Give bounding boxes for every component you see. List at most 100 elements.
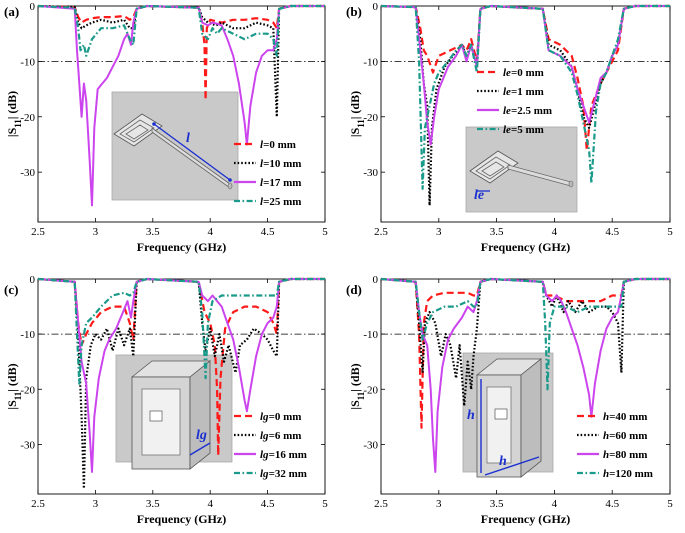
box-side [189,360,211,470]
x-tick-label: 2.5 [31,226,45,238]
y-tick-label: -30 [20,439,35,451]
inset-dimension-label: h [499,454,507,469]
legend-entry: h=40 mm [603,411,647,423]
series-line-2 [37,4,325,118]
series-line-4 [37,277,325,385]
series-line-4 [37,4,325,57]
patch-shape [469,150,519,184]
panel-label: (d) [346,282,362,297]
y-tick-label: 0 [373,1,379,13]
legend-entry: lg=6 mm [260,430,301,442]
legend: h=40 mm h=60 mm h=80 mm h=120 mm [577,411,653,480]
x-tick-label: 4 [552,498,558,510]
legend-entry: le=1 mm [503,86,544,98]
x-tick-label: 5 [322,226,328,238]
patch-slot [475,156,511,180]
inset-dimension-label: lg [196,428,207,443]
legend-entry: lg=0 mm [260,411,301,423]
feed-port [227,182,233,190]
y-axis-label: |S11| (dB) [5,91,23,137]
x-tick-label: 3 [93,226,99,238]
inset-dimension-label: l [186,131,190,146]
x-tick-label: 3.5 [146,498,160,510]
x-tick-label: 4 [207,498,213,510]
y-tick-label: 0 [373,274,379,286]
y-tick-label: -30 [363,167,378,179]
patch-slot-inner [125,124,149,140]
dimension-arrow [153,123,231,181]
chart-panel-b: 2.5 3 3.5 4 4.5 5 0 -10 -20 -30 Frequency (GHz) |S1… [346,1,673,254]
y-tick-label: -10 [20,329,35,341]
inset-diagram: le [465,126,578,213]
inset-dimension-label: h [467,408,475,423]
x-tick-label: 4.5 [261,498,275,510]
x-tick-label: 5 [667,226,673,238]
series-line-1 [37,277,325,457]
series-line-2 [37,277,325,490]
box-antenna [149,410,163,422]
panel-label: (b) [346,4,362,19]
legend-entry: lg=32 mm [260,468,307,480]
x-axis-label: Frequency (GHz) [481,240,570,254]
feed-port [568,180,574,188]
panel-label: (a) [4,4,19,19]
x-tick-label: 4.5 [605,226,619,238]
dimension-arrow [189,442,211,456]
legend-entry: le=5 mm [503,124,544,136]
x-axis-label: Frequency (GHz) [481,512,570,526]
patch-slot [119,119,155,143]
legend: lg=0 mm lg=6 mm lg=16 mm lg=32 mm [234,411,307,480]
x-tick-label: 3 [436,498,442,510]
box-side [520,358,542,478]
x-tick-label: 3 [436,226,442,238]
chart-panel-a: 2.5 3 3.5 4 4.5 5 0 -10 -20 -30 Frequency (GHz) |S1… [4,1,328,254]
inset-diagram: l [111,91,239,201]
y-tick-label: -10 [363,329,378,341]
y-tick-label: -30 [363,439,378,451]
box-cavity [486,386,512,464]
inset-diagram: hh [462,352,554,478]
x-tick-label: 5 [322,498,328,510]
x-tick-label: 3.5 [146,226,160,238]
panel-label: (c) [4,282,18,297]
y-tick-label: -30 [20,167,35,179]
legend: le=0 mm le=1 mm le=2.5 mm le=5 mm [477,67,552,136]
x-tick-label: 4 [552,226,558,238]
dimension-arrow [484,456,540,476]
x-tick-label: 2.5 [374,226,388,238]
legend-entry: h=80 mm [603,449,647,461]
y-tick-label: -20 [20,112,35,124]
x-tick-label: 5 [667,498,673,510]
y-tick-label: -20 [20,384,35,396]
legend-entry: l=10 mm [260,158,301,170]
y-tick-label: -10 [363,56,378,68]
y-axis-label: |S11| (dB) [5,363,23,409]
y-axis-label: |S11| (dB) [348,363,366,409]
x-tick-label: 4 [207,226,213,238]
series-line-4 [380,4,670,190]
box-cavity [141,388,181,456]
inset-dimension-label: le [474,188,484,203]
legend-entry: l=25 mm [260,196,301,208]
inset-diagram: lg [115,354,233,470]
legend-entry: h=120 mm [603,468,653,480]
y-axis-label: |S11| (dB) [348,91,366,137]
x-tick-label: 4.5 [261,226,275,238]
arrow-head [152,122,156,126]
legend: l=0 mm l=10 mm l=17 mm l=25 mm [234,139,301,208]
legend-entry: l=0 mm [260,139,296,151]
y-tick-label: -20 [363,112,378,124]
legend-entry: le=2.5 mm [503,105,552,117]
y-tick-label: 0 [30,274,36,286]
x-tick-label: 3.5 [490,226,504,238]
x-tick-label: 3 [93,498,99,510]
box-antenna [494,408,508,420]
y-tick-label: 0 [30,1,36,13]
x-axis-label: Frequency (GHz) [137,512,226,526]
x-tick-label: 3.5 [490,498,504,510]
x-tick-label: 4.5 [605,498,619,510]
series-line-3 [380,278,670,473]
patch-shape [113,113,163,147]
series-line-3 [37,5,325,207]
